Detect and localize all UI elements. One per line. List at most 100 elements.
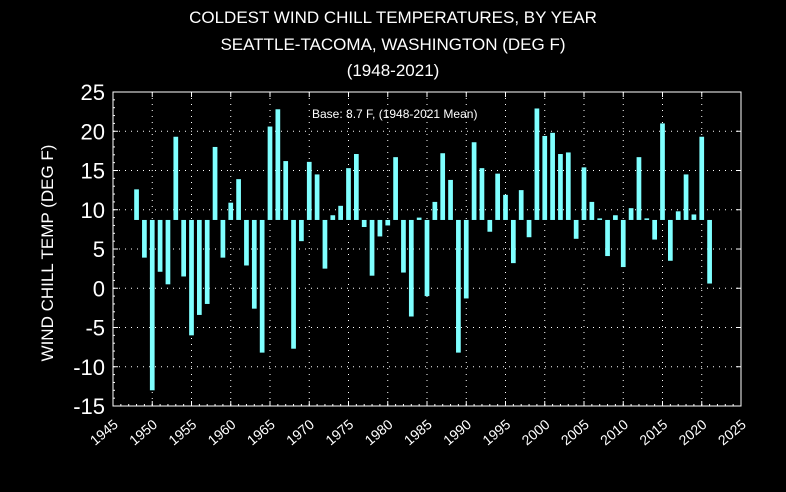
bar-1950 (149, 219, 155, 391)
x-tick-label: 2015 (636, 416, 670, 448)
bar-1970 (306, 161, 312, 220)
chart-title-line-1: COLDEST WIND CHILL TEMPERATURES, BY YEAR (189, 8, 597, 27)
bar-1978 (369, 219, 375, 276)
bar-1954 (181, 219, 187, 277)
bar-2020 (699, 136, 705, 220)
x-tick-label: 2025 (715, 416, 749, 448)
bar-1966 (275, 109, 281, 220)
bar-1979 (377, 219, 383, 237)
bar-2008 (605, 219, 610, 257)
bar-1958 (212, 146, 218, 220)
bar-2005 (581, 167, 587, 220)
y-tick-label: 20 (81, 119, 105, 144)
bar-2017 (675, 211, 681, 220)
bar-1991 (471, 142, 477, 220)
base-annotation: Base: 8.7 F, (1948-2021 Mean) (312, 107, 477, 121)
x-tick-label: 1975 (322, 416, 356, 448)
bar-1971 (314, 174, 320, 220)
x-tick-label: 1995 (479, 416, 513, 448)
x-tick-label: 2005 (558, 416, 592, 448)
x-axis-ticks: 1945 1950 1955 1960 1965 1970 1975 1980 1985 1990… (87, 92, 749, 448)
bar-1969 (299, 219, 304, 242)
x-tick-label: 1945 (87, 416, 121, 448)
bar-1960 (228, 202, 234, 220)
bar-1997 (518, 190, 524, 220)
bar-1982 (401, 219, 406, 273)
x-tick-label: 1985 (401, 416, 435, 448)
x-tick-label: 2000 (519, 416, 553, 448)
bar-1995 (503, 194, 508, 220)
bar-2003 (565, 152, 571, 220)
y-tick-label: -5 (85, 316, 105, 341)
bar-1953 (173, 136, 179, 220)
x-tick-label: 1955 (165, 416, 199, 448)
y-tick-label: -10 (73, 355, 105, 380)
chart-title-line-3: (1948-2021) (346, 61, 440, 80)
bar-1984 (416, 217, 422, 220)
bar-1981 (393, 157, 398, 220)
bar-1990 (463, 219, 469, 299)
bar-1974 (338, 205, 344, 220)
bar-2015 (660, 123, 665, 220)
x-tick-label: 1990 (440, 416, 474, 448)
y-tick-label: 15 (81, 159, 105, 184)
bar-2012 (636, 157, 642, 220)
y-tick-label: 25 (81, 80, 105, 105)
bar-1983 (408, 219, 414, 317)
bar-1959 (220, 219, 226, 258)
x-tick-label: 1970 (283, 416, 317, 448)
bar-2021 (707, 219, 712, 284)
bar-2001 (550, 132, 555, 220)
bar-1955 (189, 219, 194, 336)
bar-2019 (691, 214, 697, 220)
bar-1963 (251, 219, 257, 309)
bar-2006 (589, 201, 595, 220)
bar-1951 (157, 219, 163, 272)
y-tick-label: -15 (73, 394, 105, 419)
y-tick-label: 10 (81, 198, 105, 223)
bar-1989 (456, 219, 461, 353)
bar-1973 (330, 215, 336, 220)
bar-2010 (620, 219, 626, 268)
y-tick-label: 0 (93, 276, 105, 301)
bar-1965 (267, 126, 273, 220)
y-tick-label: 5 (93, 237, 105, 262)
x-tick-label: 1950 (126, 416, 160, 448)
x-tick-label: 1965 (244, 416, 278, 448)
bar-1985 (424, 219, 430, 297)
bar-2014 (652, 219, 658, 240)
bar-1961 (236, 179, 241, 220)
bar-1986 (432, 201, 438, 220)
x-tick-label: 2020 (676, 416, 710, 448)
bar-2013 (644, 218, 650, 220)
bar-1952 (165, 219, 171, 285)
bar-1987 (440, 153, 446, 220)
bar-1999 (534, 108, 540, 220)
bar-1998 (526, 219, 532, 238)
bar-2002 (558, 154, 563, 220)
bar-2011 (628, 208, 634, 220)
x-tick-label: 1960 (205, 416, 239, 448)
bar-1976 (353, 154, 359, 220)
bar-1994 (495, 173, 501, 220)
bar-1964 (259, 219, 265, 353)
bar-1949 (142, 219, 147, 258)
bar-1967 (283, 161, 289, 220)
bars (134, 108, 712, 391)
bar-1993 (487, 219, 493, 232)
bar-1968 (291, 219, 296, 349)
bar-2004 (573, 219, 579, 239)
bar-2018 (683, 174, 689, 220)
x-tick-label: 1980 (362, 416, 396, 448)
bar-2007 (597, 218, 603, 220)
y-axis-ticks: -15 -10 -5 0 5 10 15 20 25 (73, 80, 741, 419)
bar-2009 (613, 215, 618, 220)
chart-title-line-2: SEATTLE-TACOMA, WASHINGTON (DEG F) (220, 35, 566, 54)
bar-1975 (346, 168, 351, 220)
bar-1996 (510, 219, 516, 264)
bar-1962 (244, 219, 249, 266)
x-tick-label: 2010 (597, 416, 631, 448)
bar-1992 (479, 168, 485, 220)
bar-1980 (385, 219, 391, 226)
